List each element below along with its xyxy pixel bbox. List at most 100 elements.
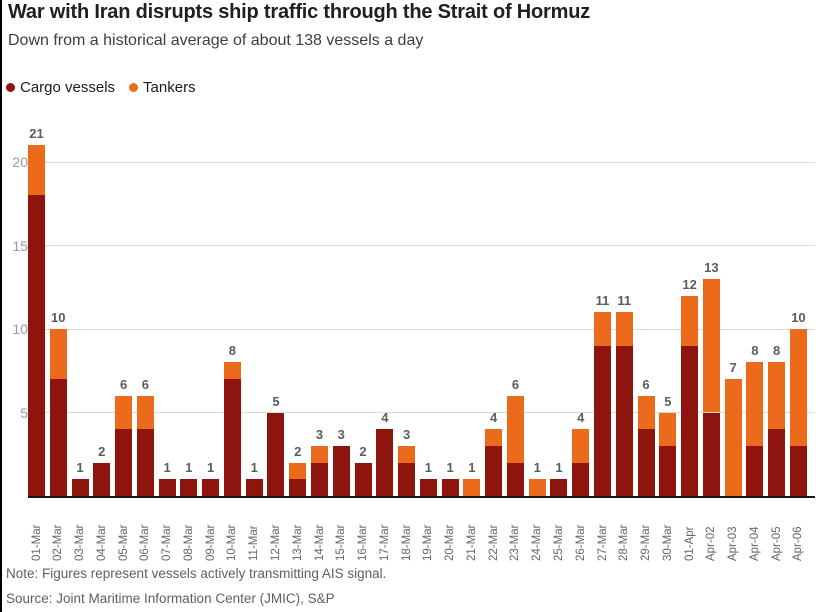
bar-value-label: 4 [577, 410, 585, 426]
bar-segment-cargo [398, 462, 416, 496]
bar-segment-cargo [267, 412, 285, 496]
x-axis-label: 12-Mar [269, 524, 282, 561]
x-axis-label: Apr-02 [705, 526, 718, 561]
bar-segment-tanker [223, 362, 241, 380]
bar-value-label: 1 [533, 460, 541, 476]
x-axis-label: 22-Mar [487, 524, 500, 561]
x-axis-label: 16-Mar [357, 524, 370, 561]
chart-subtitle: Down from a historical average of about … [8, 32, 424, 49]
bar-value-label: 5 [272, 393, 280, 409]
tanker-legend-dot-icon [129, 83, 139, 92]
bar-segment-cargo [136, 429, 154, 496]
bar-segment-tanker [594, 312, 612, 346]
x-axis-label: Apr-06 [792, 526, 805, 561]
bar-value-label: 1 [468, 460, 476, 476]
bar-value-label: 10 [791, 310, 806, 325]
bar-segment-cargo [419, 479, 437, 496]
legend-label-tankers: Tankers [143, 79, 196, 96]
x-axis-label: 28-Mar [618, 524, 631, 561]
bar-segment-cargo [659, 445, 677, 496]
bar-segment-cargo [637, 429, 655, 496]
bar-segment-tanker [506, 395, 524, 463]
bar-segment-cargo [746, 445, 764, 496]
bar-value-label: 7 [729, 360, 737, 376]
bar-value-label: 3 [315, 426, 324, 442]
bar-segment-cargo [550, 479, 568, 496]
x-axis-label: 01-Apr [683, 526, 696, 561]
bar-segment-tanker [28, 145, 45, 196]
x-axis-label: 08-Mar [182, 524, 195, 561]
x-axis-label: 09-Mar [204, 524, 217, 561]
bar-segment-tanker [115, 395, 133, 430]
y-axis-tick-label: 5 [20, 404, 28, 421]
bar-segment-cargo [681, 345, 699, 496]
bar-segment-cargo [28, 195, 45, 496]
x-axis-label: 17-Mar [378, 524, 391, 561]
bar-segment-tanker [746, 362, 764, 446]
x-axis-label: 03-Mar [74, 524, 87, 561]
bar-value-label: 11 [617, 293, 632, 309]
bar-segment-cargo [485, 445, 503, 496]
x-axis-label: Apr-04 [748, 526, 761, 561]
bar-segment-tanker [681, 295, 699, 346]
x-axis-label: 19-Mar [422, 524, 435, 561]
x-axis-label: 02-Mar [52, 524, 65, 561]
bar-segment-tanker [528, 479, 546, 496]
bar-value-label: 1 [185, 460, 193, 476]
bar-value-label: 2 [359, 443, 367, 459]
legend-label-cargo: Cargo vessels [20, 79, 116, 96]
bar-value-label: 6 [119, 376, 128, 392]
bar-value-label: 1 [424, 460, 432, 476]
legend-item-cargo: Cargo vessels [6, 79, 115, 96]
bar-value-label: 8 [751, 343, 759, 359]
bar-segment-tanker [49, 329, 67, 380]
bar-value-label: 12 [682, 276, 697, 292]
x-axis-label: 06-Mar [139, 524, 152, 561]
bar-segment-cargo [49, 379, 67, 496]
bar-segment-cargo [245, 479, 263, 496]
bar-value-label: 11 [595, 293, 610, 309]
x-axis-label: 10-Mar [226, 524, 239, 561]
x-axis-label: 05-Mar [117, 524, 130, 561]
x-axis-label: 11-Mar [248, 525, 261, 561]
y-gridline [30, 412, 815, 413]
y-axis-tick-label: 15 [12, 237, 28, 254]
bar-value-label: 6 [511, 376, 520, 392]
bar-segment-tanker [724, 379, 742, 496]
bar-segment-cargo [311, 462, 328, 496]
x-axis-label: 04-Mar [95, 524, 108, 561]
left-frame-line [0, 0, 2, 612]
bar-value-label: 1 [163, 460, 171, 476]
x-axis-label: 01-Mar [30, 524, 43, 561]
legend: Cargo vessels Tankers [6, 79, 196, 96]
x-axis-label: 21-Mar [465, 524, 478, 561]
bar-value-label: 8 [773, 343, 781, 359]
x-axis-label: 25-Mar [552, 524, 565, 561]
bar-segment-cargo [615, 345, 633, 496]
bar-segment-cargo [789, 445, 807, 496]
x-axis-label: 30-Mar [661, 524, 674, 561]
bar-segment-tanker [485, 429, 503, 446]
x-axis-label: 20-Mar [444, 524, 457, 561]
y-gridline [30, 161, 815, 163]
bar-segment-tanker [398, 445, 416, 463]
bar-value-label: 21 [29, 126, 44, 142]
x-axis-label: Apr-03 [727, 526, 740, 561]
bar-segment-cargo [71, 479, 89, 496]
x-axis-line [28, 496, 815, 498]
chart-title: War with Iran disrupts ship traffic thro… [8, 1, 591, 23]
bar-value-label: 2 [98, 443, 106, 459]
bar-segment-cargo [202, 479, 220, 496]
bar-segment-cargo [702, 412, 720, 496]
y-axis-tick-label: 20 [12, 154, 28, 170]
bar-segment-cargo [506, 462, 524, 496]
y-gridline [30, 328, 815, 330]
bar-value-label: 1 [446, 460, 454, 476]
bar-segment-tanker [702, 278, 720, 413]
bar-segment-tanker [463, 479, 481, 496]
bar-segment-cargo [158, 479, 176, 496]
bar-segment-tanker [768, 362, 786, 430]
x-axis-label: 27-Mar [596, 524, 609, 561]
